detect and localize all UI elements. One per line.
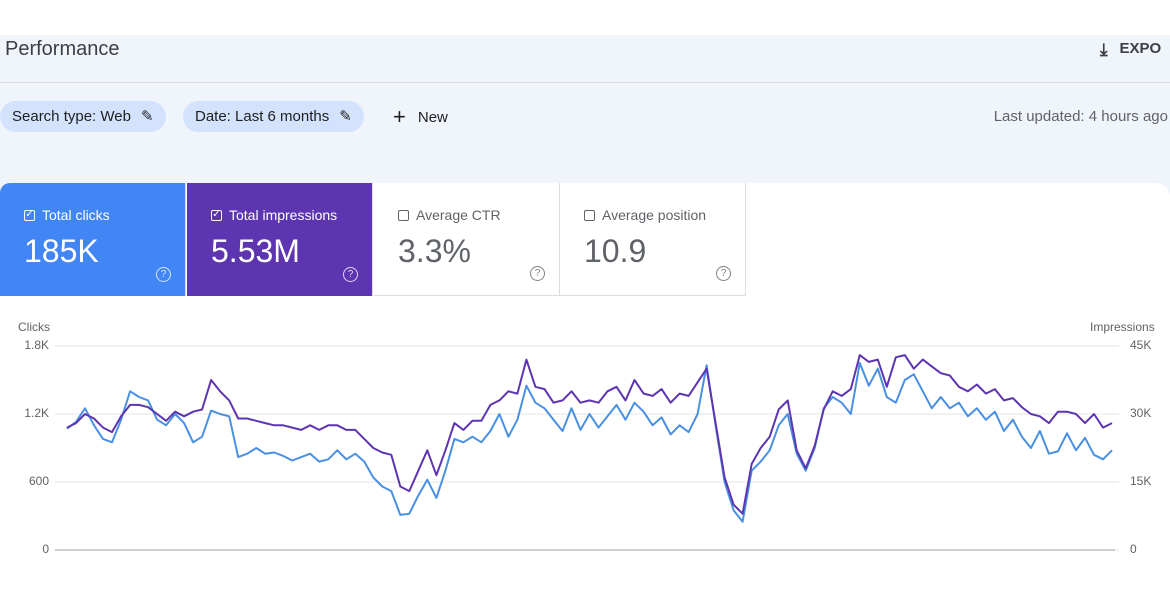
metric-card[interactable]: ✓ Total impressions 5.53M? (187, 183, 373, 296)
filter-label: Date: Last 6 months (195, 108, 330, 125)
new-button[interactable]: + New (393, 104, 448, 129)
metric-label: Total impressions (229, 207, 338, 223)
export-button[interactable]: ⤓ EXPO (1100, 40, 1162, 59)
metric-value: 3.3% (398, 233, 471, 269)
metric-card[interactable]: Average position 10.9? (560, 183, 746, 296)
filter-label: Search type: Web (12, 108, 131, 125)
last-updated: Last updated: 4 hours ago (993, 108, 1168, 125)
metric-label: Total clicks (42, 207, 110, 223)
y-tick-label: 600 (29, 474, 49, 488)
divider (0, 82, 1170, 83)
metric-value: 10.9 (584, 233, 647, 269)
metric-card[interactable]: ✓ Total clicks 185K? (0, 183, 186, 296)
y2-tick-label: 0 (1130, 542, 1137, 556)
metric-value: 5.53M (211, 233, 300, 269)
y-tick-label: 1.8K (24, 338, 49, 352)
y2-tick-label: 15K (1130, 474, 1151, 488)
metric-value: 185K (24, 233, 99, 269)
filter-chip[interactable]: Date: Last 6 months ✎ (183, 101, 364, 132)
y-tick-label: 0 (42, 542, 49, 556)
y-tick-label: 1.2K (24, 406, 49, 420)
export-label: EXPO (1119, 40, 1162, 57)
new-label: New (417, 108, 448, 126)
metric-card[interactable]: Average CTR 3.3%? (374, 183, 560, 296)
y-axis-title: Clicks (18, 320, 50, 334)
y2-tick-label: 30K (1130, 406, 1151, 420)
filter-chip[interactable]: Search type: Web ✎ (0, 101, 166, 132)
metric-label: Average position (602, 207, 707, 223)
page-title: Performance (5, 38, 120, 60)
y2-tick-label: 45K (1130, 338, 1151, 352)
metric-label: Average CTR (416, 207, 501, 223)
y2-axis-title: Impressions (1090, 320, 1155, 334)
series-line (66, 362, 1113, 523)
series-line (66, 354, 1113, 515)
